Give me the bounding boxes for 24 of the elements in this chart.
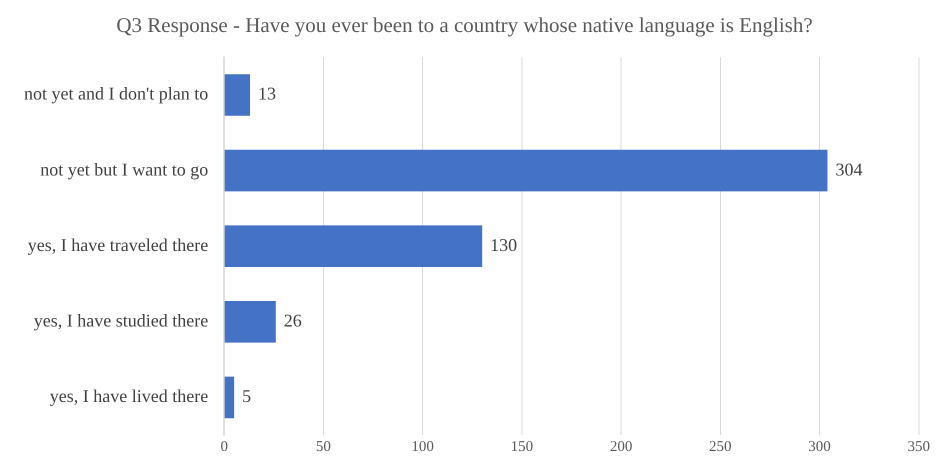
data-label: 130 <box>490 234 518 255</box>
bar <box>224 150 828 192</box>
bar <box>224 225 482 267</box>
y-tick-label: not yet and I don't plan to <box>24 84 208 104</box>
x-tick-label: 200 <box>610 439 632 456</box>
bar <box>224 376 234 418</box>
bar <box>224 301 276 343</box>
chart-title: Q3 Response - Have you ever been to a country whose native language is English? <box>116 13 813 38</box>
x-tick-label: 100 <box>411 439 434 456</box>
x-tick-label: 150 <box>510 439 534 456</box>
y-tick-label: yes, I have studied there <box>34 310 208 331</box>
bar <box>224 74 250 116</box>
y-tick-label: yes, I have traveled there <box>28 234 208 255</box>
data-label: 304 <box>835 159 862 180</box>
data-label: 13 <box>258 84 276 104</box>
data-label: 5 <box>242 386 252 406</box>
x-tick-label: 50 <box>316 439 331 456</box>
x-tick-label: 350 <box>908 439 930 456</box>
y-tick-label: yes, I have lived there <box>50 386 208 406</box>
x-tick-label: 0 <box>220 439 228 456</box>
x-tick-label: 300 <box>808 439 831 456</box>
y-tick-label: not yet but I want to go <box>40 159 208 180</box>
x-tick-label: 250 <box>709 439 732 456</box>
data-label: 26 <box>284 310 302 331</box>
